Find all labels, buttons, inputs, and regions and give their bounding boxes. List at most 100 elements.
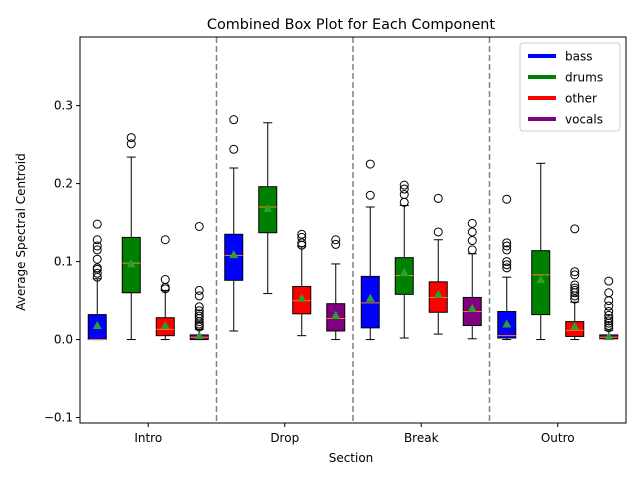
mean-marker: [570, 321, 580, 330]
outlier-point: [365, 159, 375, 169]
outlier-point: [502, 194, 512, 204]
outlier-point: [297, 229, 307, 239]
mean-marker: [604, 331, 614, 340]
outlier-point: [331, 235, 341, 245]
mean-marker: [92, 321, 102, 330]
outlier-point: [570, 267, 580, 277]
y-tick-label: 0.1: [54, 255, 73, 269]
outlier-point: [570, 280, 580, 290]
outlier-point: [92, 268, 102, 278]
legend-label-vocals: vocals: [565, 113, 603, 127]
outlier-point: [194, 311, 204, 321]
outlier-point: [92, 241, 102, 251]
legend-box: [519, 42, 621, 132]
mean-marker: [297, 293, 307, 302]
outlier-point: [502, 257, 512, 267]
outlier-point: [604, 296, 614, 306]
mean-marker: [433, 289, 443, 298]
outlier-point: [502, 245, 512, 255]
outlier-point: [399, 180, 409, 190]
outlier-point: [126, 133, 136, 143]
outlier-point: [194, 309, 204, 319]
box-outro-bass: [497, 194, 517, 341]
outlier-point: [604, 310, 614, 320]
outlier-point: [570, 294, 580, 304]
outlier-point: [467, 218, 477, 228]
box-body: [360, 275, 380, 329]
outlier-point: [194, 285, 204, 295]
box-intro-vocals: [189, 221, 209, 341]
outlier-point: [604, 323, 614, 333]
mean-marker: [331, 310, 341, 319]
mean-marker: [194, 331, 204, 340]
mean-marker: [365, 293, 375, 302]
legend: bass drums other vocals: [519, 42, 621, 132]
outlier-point: [297, 232, 307, 242]
outlier-point: [92, 235, 102, 245]
outlier-point: [570, 270, 580, 280]
outlier-point: [126, 139, 136, 149]
box-outro-drums: [531, 162, 551, 341]
outlier-point: [502, 260, 512, 270]
y-tick-label: 0.3: [54, 99, 73, 113]
mean-marker: [467, 303, 477, 312]
outlier-point: [160, 235, 170, 245]
mean-marker: [160, 321, 170, 330]
mean-marker: [399, 267, 409, 276]
outlier-point: [92, 263, 102, 273]
outlier-point: [229, 115, 239, 125]
outlier-point: [604, 316, 614, 326]
box-drop-bass: [224, 115, 244, 332]
outlier-point: [467, 236, 477, 246]
outlier-point: [570, 283, 580, 293]
outlier-point: [502, 263, 512, 273]
outlier-point: [194, 302, 204, 312]
outlier-point: [570, 224, 580, 234]
chart-title: Combined Box Plot for Each Component: [207, 17, 495, 33]
outlier-point: [92, 219, 102, 229]
outlier-point: [365, 190, 375, 200]
x-tick-label: Drop: [270, 431, 299, 445]
outlier-point: [604, 314, 614, 324]
outlier-point: [194, 221, 204, 231]
outlier-point: [433, 227, 443, 237]
outlier-point: [502, 241, 512, 251]
outlier-point: [467, 245, 477, 255]
mean-marker: [229, 250, 239, 259]
outlier-point: [229, 144, 239, 154]
outlier-point: [502, 238, 512, 248]
legend-label-drums: drums: [565, 71, 603, 85]
legend-label-bass: bass: [565, 50, 592, 64]
x-tick-label: Outro: [541, 431, 575, 445]
axes-frame: [79, 36, 627, 424]
box-drop-drums: [258, 122, 278, 295]
outlier-point: [604, 301, 614, 311]
legend-label-other: other: [565, 92, 597, 106]
outlier-point: [433, 193, 443, 203]
box-drop-other: [292, 229, 312, 337]
box-break-vocals: [462, 218, 482, 340]
plot-area: −0.1 0.0 0.1 0.2 0.3 Intro Drop Break Outro: [44, 36, 627, 445]
mean-marker: [126, 259, 136, 268]
box-outro-other: [565, 224, 585, 341]
outlier-point: [399, 184, 409, 194]
box-break-other: [428, 193, 448, 335]
box-outro-vocals: [599, 276, 619, 341]
outlier-point: [604, 288, 614, 298]
box-break-drums: [394, 180, 414, 339]
mean-marker: [502, 319, 512, 328]
outlier-point: [467, 227, 477, 237]
box-break-bass: [360, 159, 380, 341]
outlier-point: [92, 254, 102, 264]
mean-marker: [536, 275, 546, 284]
outlier-point: [160, 275, 170, 285]
x-axis-label: Section: [329, 451, 374, 465]
y-tick-label: 0.0: [54, 333, 73, 347]
outlier-point: [399, 190, 409, 200]
mean-marker: [263, 204, 273, 213]
box-intro-bass: [87, 219, 107, 341]
y-tick-label: 0.2: [54, 177, 73, 191]
box-drop-vocals: [326, 235, 346, 341]
outlier-point: [604, 321, 614, 331]
